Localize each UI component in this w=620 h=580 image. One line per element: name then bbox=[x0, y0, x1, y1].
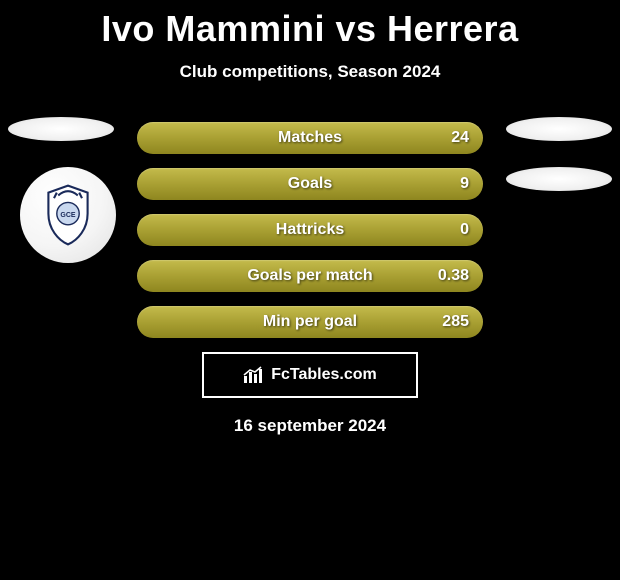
stat-bars: Matches 24 Goals 9 Hattricks 0 Goals per… bbox=[137, 122, 483, 338]
stat-label: Goals bbox=[288, 175, 332, 193]
subtitle: Club competitions, Season 2024 bbox=[0, 62, 620, 82]
stat-label: Hattricks bbox=[276, 221, 344, 239]
stat-bar: Hattricks 0 bbox=[137, 214, 483, 246]
stat-bar: Min per goal 285 bbox=[137, 306, 483, 338]
decorative-ellipse-right-1 bbox=[506, 117, 612, 141]
decorative-ellipse-right-2 bbox=[506, 167, 612, 191]
stat-label: Goals per match bbox=[247, 267, 372, 285]
stats-area: GCE Matches 24 Goals 9 Hattricks 0 Goals… bbox=[0, 122, 620, 436]
stat-value: 0.38 bbox=[438, 267, 469, 285]
crest-icon: GCE bbox=[33, 180, 103, 250]
stat-value: 285 bbox=[442, 313, 469, 331]
stat-bar: Goals 9 bbox=[137, 168, 483, 200]
date-text: 16 september 2024 bbox=[0, 416, 620, 436]
team-crest: GCE bbox=[20, 167, 116, 263]
brand-text: FcTables.com bbox=[271, 366, 377, 384]
stat-bar: Matches 24 bbox=[137, 122, 483, 154]
page-title: Ivo Mammini vs Herrera bbox=[0, 0, 620, 50]
stat-value: 0 bbox=[460, 221, 469, 239]
stat-value: 9 bbox=[460, 175, 469, 193]
stat-value: 24 bbox=[451, 129, 469, 147]
stat-label: Min per goal bbox=[263, 313, 357, 331]
brand-box: FcTables.com bbox=[202, 352, 418, 398]
decorative-ellipse-left bbox=[8, 117, 114, 141]
stat-bar: Goals per match 0.38 bbox=[137, 260, 483, 292]
stat-label: Matches bbox=[278, 129, 342, 147]
svg-text:GCE: GCE bbox=[60, 212, 76, 219]
chart-icon bbox=[243, 366, 265, 384]
